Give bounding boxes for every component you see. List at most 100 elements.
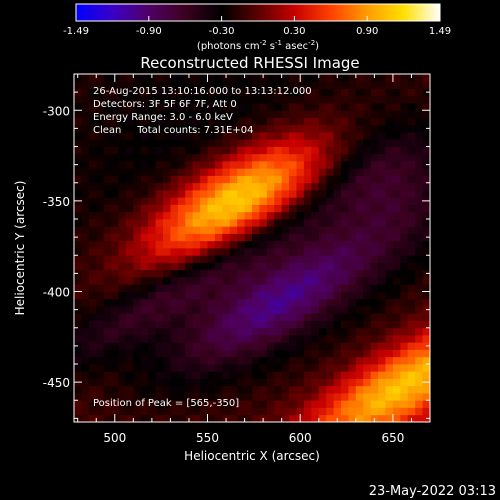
heatmap-cell — [148, 349, 156, 358]
heatmap-cell — [244, 182, 253, 191]
heatmap-cell — [229, 349, 238, 358]
heatmap-cell — [355, 240, 364, 249]
heatmap-cell — [385, 81, 394, 89]
heatmap-cell — [289, 335, 297, 343]
heatmap-cell — [385, 74, 394, 82]
heatmap-cell — [355, 335, 364, 343]
heatmap-cell — [415, 349, 423, 358]
heatmap-cell — [200, 153, 208, 162]
heatmap-cell — [252, 378, 260, 387]
heatmap-cell — [185, 139, 194, 147]
heatmap-cell — [111, 284, 119, 292]
heatmap-cell — [118, 262, 127, 271]
heatmap-cell — [289, 371, 297, 379]
heatmap-cell — [422, 298, 431, 307]
heatmap-cell — [111, 139, 119, 147]
heatmap-cell — [400, 204, 409, 213]
heatmap-cell — [363, 124, 372, 133]
heatmap-cell — [133, 327, 142, 336]
heatmap-cell — [155, 255, 164, 263]
heatmap-cell — [355, 175, 364, 184]
heatmap-cell — [155, 74, 164, 82]
heatmap-cell — [422, 204, 431, 213]
heatmap-cell — [207, 103, 216, 111]
heatmap-cell — [229, 190, 238, 198]
heatmap-cell — [177, 226, 186, 234]
heatmap-cell — [125, 219, 134, 227]
heatmap-cell — [289, 356, 297, 365]
heatmap-cell — [96, 364, 105, 372]
heatmap-cell — [192, 284, 201, 292]
heatmap-cell — [148, 233, 156, 242]
heatmap-cell — [400, 407, 409, 416]
heatmap-cell — [96, 204, 105, 213]
heatmap-cell — [326, 219, 334, 227]
heatmap-cell — [222, 335, 231, 343]
heatmap-cell — [140, 74, 149, 82]
heatmap-cell — [200, 139, 208, 147]
heatmap-cell — [363, 342, 372, 350]
heatmap-cell — [363, 356, 372, 365]
heatmap-cell — [318, 284, 327, 292]
heatmap-cell — [244, 335, 253, 343]
heatmap-cell — [252, 291, 260, 300]
heatmap-cell — [274, 356, 283, 365]
heatmap-cell — [192, 226, 201, 234]
heatmap-cell — [244, 378, 253, 387]
heatmap-cell — [415, 153, 423, 162]
heatmap-cell — [177, 95, 186, 104]
heatmap-cell — [407, 364, 416, 372]
heatmap-cell — [74, 262, 82, 271]
heatmap-cell — [103, 240, 112, 249]
heatmap-cell — [422, 226, 431, 234]
heatmap-cell — [200, 364, 208, 372]
heatmap-cell — [392, 349, 401, 358]
heatmap-cell — [170, 95, 179, 104]
heatmap-cell — [103, 110, 112, 118]
heatmap-cell — [207, 248, 216, 256]
heatmap-cell — [415, 320, 423, 329]
heatmap-cell — [348, 74, 357, 82]
heatmap-cell — [252, 161, 260, 169]
heatmap-cell — [341, 371, 349, 379]
heatmap-cell — [148, 161, 156, 169]
heatmap-cell — [229, 240, 238, 249]
heatmap-cell — [296, 277, 305, 285]
heatmap-cell — [348, 146, 357, 155]
heatmap-cell — [378, 306, 386, 314]
heatmap-cell — [296, 306, 305, 314]
heatmap-cell — [333, 277, 342, 285]
heatmap-cell — [148, 240, 156, 249]
heatmap-cell — [229, 284, 238, 292]
heatmap-cell — [192, 313, 201, 321]
heatmap-cell — [363, 81, 372, 89]
heatmap-cell — [326, 400, 334, 408]
heatmap-cell — [333, 168, 342, 176]
heatmap-cell — [140, 284, 149, 292]
heatmap-cell — [214, 291, 223, 300]
heatmap-cell — [81, 262, 90, 271]
heatmap-cell — [222, 320, 231, 329]
heatmap-cell — [111, 95, 119, 104]
heatmap-cell — [266, 306, 275, 314]
heatmap-cell — [289, 349, 297, 358]
heatmap-cell — [214, 306, 223, 314]
heatmap-cell — [341, 132, 349, 140]
heatmap-cell — [252, 335, 260, 343]
heatmap-cell — [303, 414, 312, 423]
heatmap-cell — [88, 110, 97, 118]
heatmap-cell — [400, 248, 409, 256]
heatmap-cell — [185, 364, 194, 372]
heatmap-cell — [252, 240, 260, 249]
heatmap-cell — [303, 248, 312, 256]
heatmap-cell — [111, 407, 119, 416]
heatmap-cell — [252, 175, 260, 184]
heatmap-cell — [244, 190, 253, 198]
heatmap-cell — [229, 306, 238, 314]
heatmap-cell — [88, 146, 97, 155]
heatmap-cell — [96, 190, 105, 198]
heatmap-cell — [125, 414, 134, 423]
heatmap-cell — [341, 385, 349, 394]
heatmap-cell — [200, 74, 208, 82]
heatmap-cell — [333, 371, 342, 379]
